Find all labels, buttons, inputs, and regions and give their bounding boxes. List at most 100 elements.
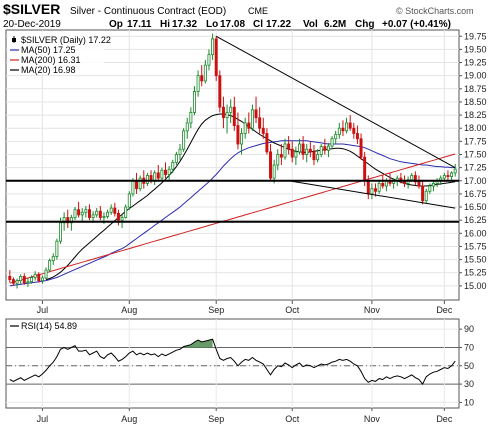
candle xyxy=(283,138,287,160)
rsi-tick-label: 70 xyxy=(464,342,474,352)
candle xyxy=(254,96,258,123)
candle xyxy=(95,208,99,218)
y-tick-label: 19.50 xyxy=(464,44,487,54)
month-label: Jul xyxy=(37,414,49,424)
high-label: Hi xyxy=(160,19,170,30)
low-label: Lo xyxy=(206,19,218,30)
candle xyxy=(196,70,200,97)
month-label: Sep xyxy=(208,414,224,424)
candle xyxy=(261,117,265,139)
y-tick-label: 16.00 xyxy=(464,228,487,238)
candle xyxy=(345,117,349,134)
candle xyxy=(334,130,338,144)
candle xyxy=(221,96,225,129)
y-tick-label: 18.75 xyxy=(464,84,487,94)
candle xyxy=(352,122,356,139)
change-label: Chg xyxy=(355,19,374,30)
candle xyxy=(377,180,381,194)
candle xyxy=(37,272,41,283)
y-tick-label: 19.00 xyxy=(464,71,487,81)
y-tick-label: 15.50 xyxy=(464,255,487,265)
candle xyxy=(298,138,301,155)
candle xyxy=(301,136,305,160)
price-axis: 15.00 15.25 15.50 15.75 16.00 16.25 16.50 16.75… xyxy=(459,31,487,291)
candle xyxy=(124,204,128,219)
candle xyxy=(106,209,110,219)
candle xyxy=(287,136,291,155)
candle xyxy=(113,202,117,217)
candle xyxy=(243,117,247,139)
candle xyxy=(305,143,309,163)
instrument-name: Silver - Continuous Contract (EOD) xyxy=(70,6,226,17)
candle xyxy=(232,96,236,131)
candle xyxy=(55,238,59,260)
rsi-tick-label: 90 xyxy=(464,324,474,334)
candle xyxy=(48,258,52,273)
candle xyxy=(225,104,229,134)
candle xyxy=(348,115,352,131)
candle xyxy=(192,86,196,116)
candle xyxy=(450,171,454,180)
open-value: 17.11 xyxy=(127,19,152,30)
candle xyxy=(218,70,222,113)
trendlines xyxy=(6,35,459,223)
candle xyxy=(84,205,88,218)
watermark: © StockCharts.com xyxy=(396,6,474,16)
candle xyxy=(308,141,312,158)
candle xyxy=(431,180,435,192)
candle xyxy=(236,112,240,150)
candle xyxy=(200,65,204,87)
candle xyxy=(413,171,417,185)
rsi-panel xyxy=(5,318,460,409)
rsi-line xyxy=(9,338,456,386)
legend-item: MA(50) 17.25 xyxy=(10,45,76,55)
legend-label: MA(20) 16.98 xyxy=(21,65,76,75)
candle xyxy=(424,188,428,203)
candle xyxy=(330,136,334,150)
candle xyxy=(240,128,244,155)
month-label: Dec xyxy=(436,305,453,315)
candle xyxy=(174,151,178,165)
candle xyxy=(156,165,160,181)
candle xyxy=(22,273,26,285)
close-value: 17.22 xyxy=(266,19,291,30)
price-panel xyxy=(5,29,460,301)
candle xyxy=(279,143,283,165)
candle xyxy=(189,107,193,129)
candle xyxy=(453,163,457,177)
candle xyxy=(428,183,432,194)
candlesticks xyxy=(8,33,457,289)
trendline xyxy=(215,35,456,169)
month-axis-rsi: Jul Aug Sep Oct Nov Dec xyxy=(37,408,453,424)
y-tick-label: 18.00 xyxy=(464,123,487,133)
candle xyxy=(211,33,215,60)
rsi-label: RSI(14) 54.89 xyxy=(21,321,77,331)
y-tick-label: 19.75 xyxy=(464,31,487,41)
candle xyxy=(370,183,374,200)
y-tick-label: 17.00 xyxy=(464,176,487,186)
y-tick-label: 18.25 xyxy=(464,110,487,120)
candle xyxy=(77,201,81,218)
candle xyxy=(269,143,273,181)
legend-label: $SILVER (Daily) 17.22 xyxy=(21,35,111,45)
candle xyxy=(182,128,186,152)
candle xyxy=(250,104,254,131)
candle xyxy=(138,175,142,192)
candle xyxy=(316,149,320,163)
candle xyxy=(145,172,149,187)
candle xyxy=(30,275,34,284)
candle xyxy=(164,162,167,179)
month-label: Aug xyxy=(121,305,137,315)
month-label: Dec xyxy=(436,414,453,424)
volume-label: Vol xyxy=(303,19,318,30)
candle xyxy=(323,138,327,155)
candle xyxy=(355,125,359,144)
candle xyxy=(98,205,102,221)
candle xyxy=(15,278,19,289)
month-label: Oct xyxy=(285,414,300,424)
candle xyxy=(214,36,218,81)
candle xyxy=(294,146,298,165)
month-label: Oct xyxy=(285,305,300,315)
candle xyxy=(374,183,378,197)
